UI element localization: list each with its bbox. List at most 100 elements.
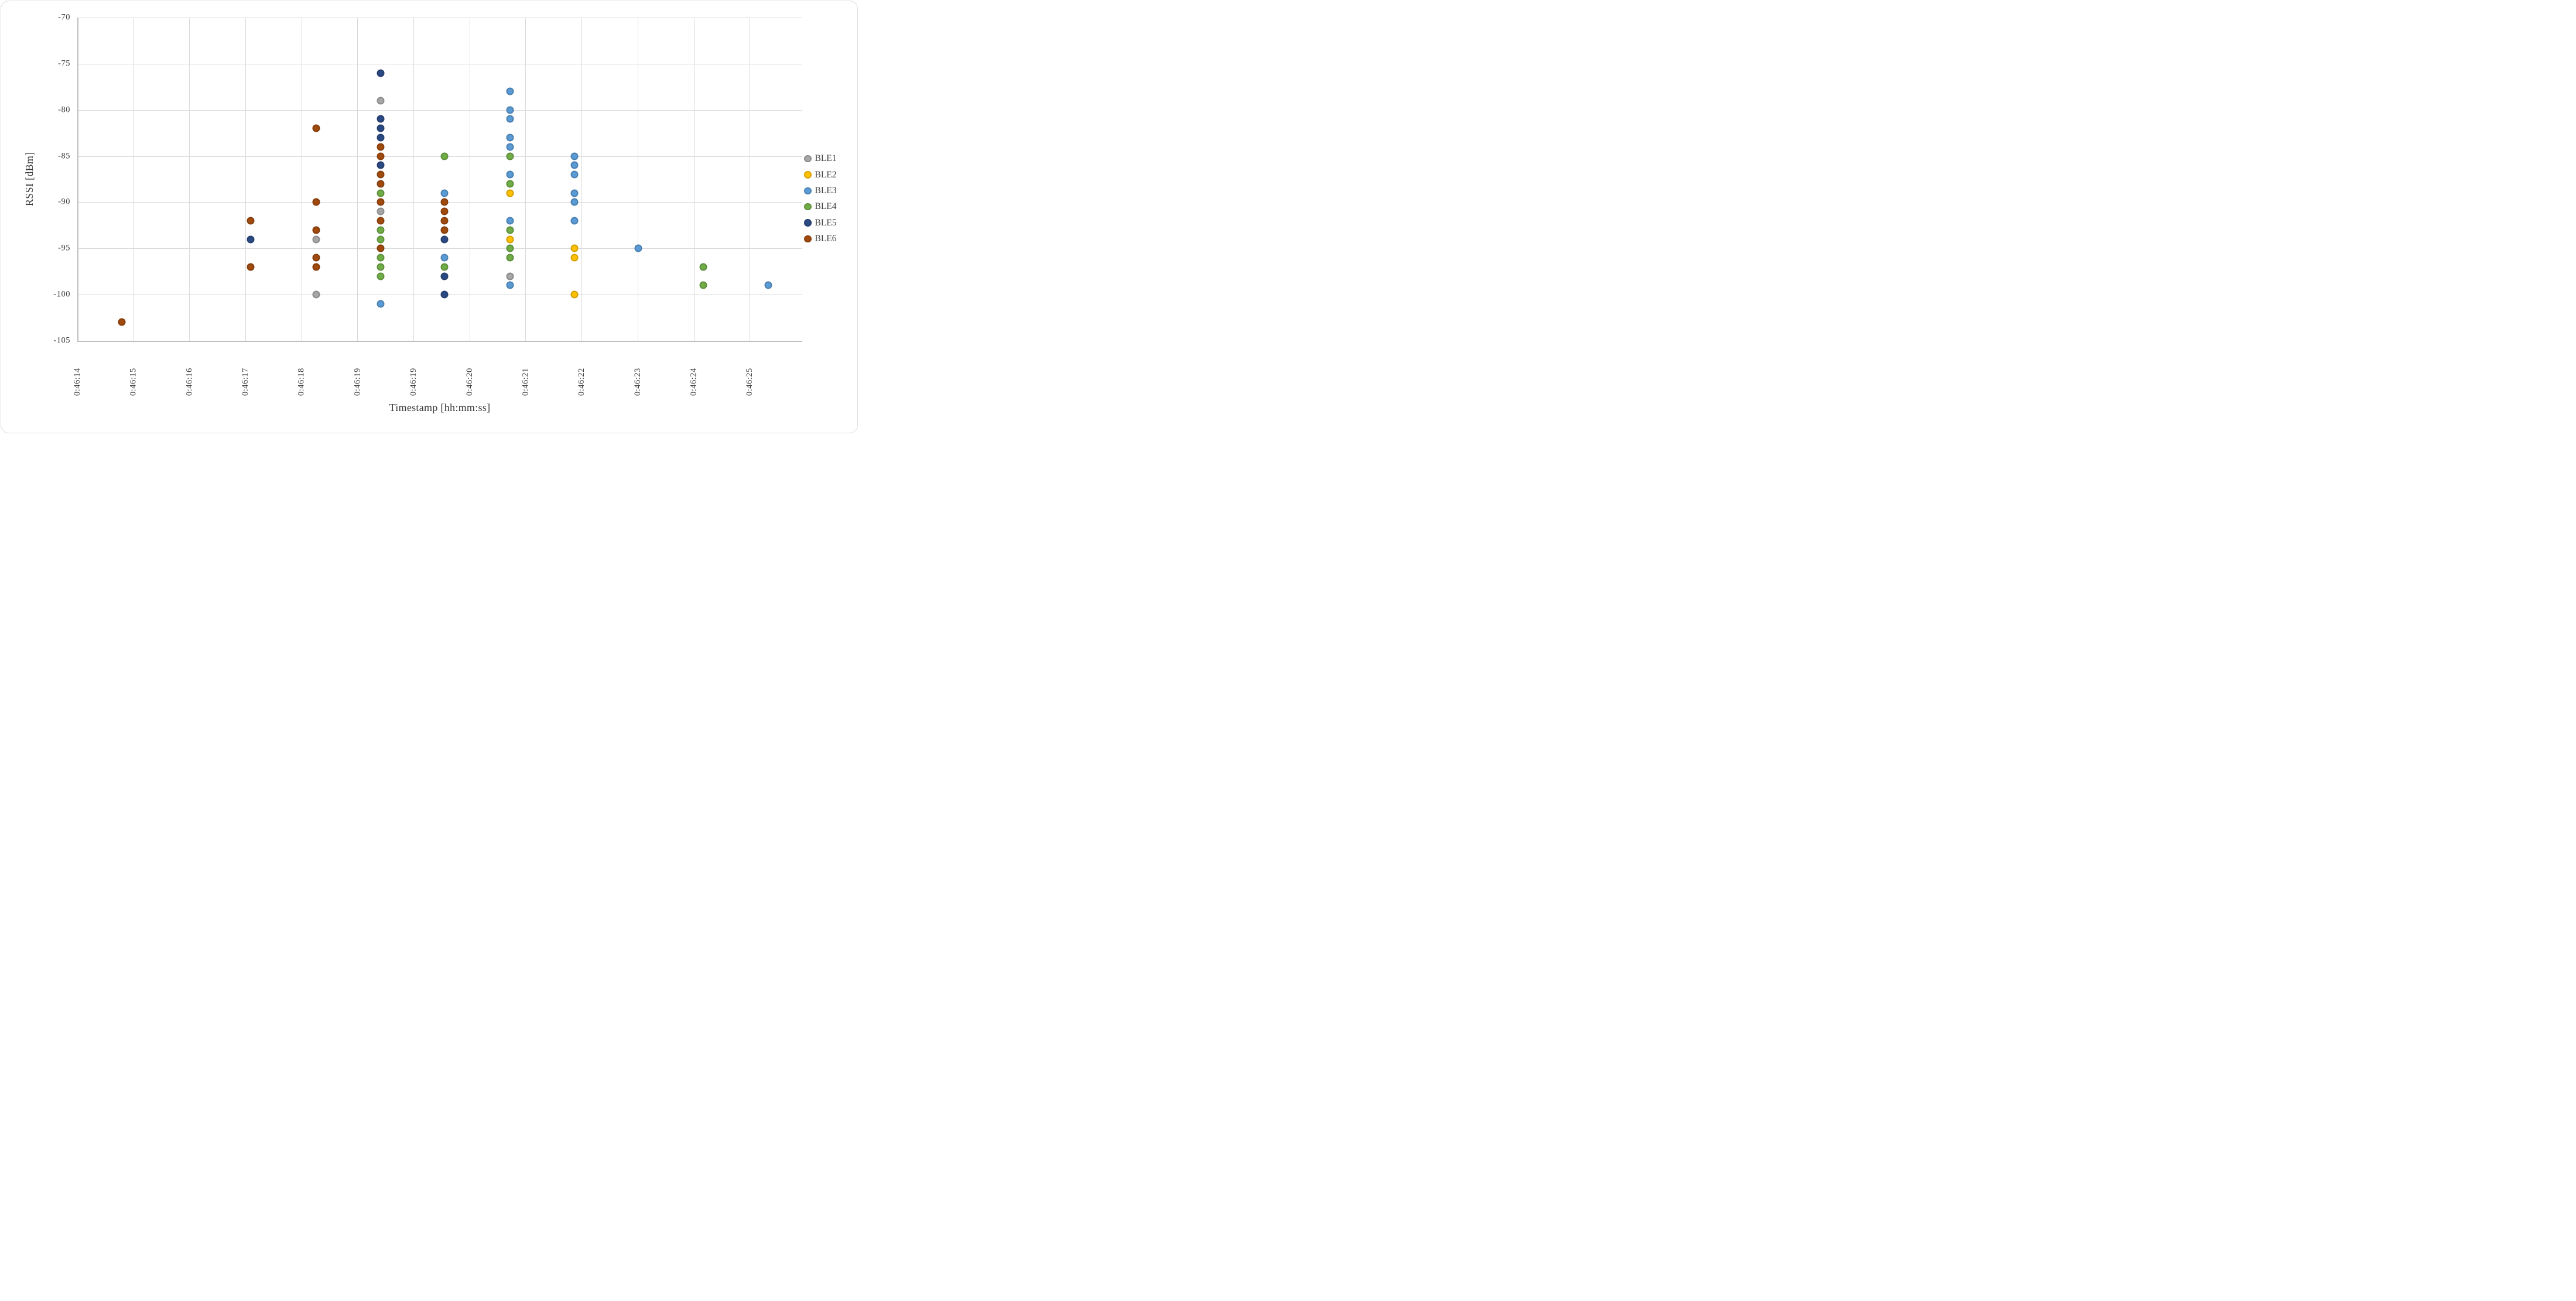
x-tick-label: 0:46:20 [464,368,474,396]
data-point-ble6 [377,198,385,206]
data-point-ble1 [377,207,385,215]
data-point-ble3 [570,152,579,160]
x-tick-label: 0:46:18 [296,368,306,396]
legend-label: BLE6 [815,234,837,244]
x-tick-label: 0:46:19 [409,368,419,396]
x-tick-label: 0:46:17 [241,368,251,396]
gridline-vertical [77,18,78,341]
data-point-ble6 [377,170,385,179]
data-point-ble4 [506,152,514,160]
y-tick-label: -90 [58,197,70,207]
legend-marker-icon [804,235,812,243]
data-point-ble2 [570,290,579,299]
x-tick-label: 0:46:22 [577,368,587,396]
gridline-vertical [525,18,526,341]
data-point-ble4 [506,244,514,252]
data-point-ble4 [440,152,449,160]
data-point-ble1 [312,235,320,243]
data-point-ble6 [247,217,255,225]
y-tick-label: -75 [58,59,70,69]
data-point-ble5 [377,69,385,77]
data-point-ble6 [377,143,385,151]
data-point-ble3 [570,189,579,197]
data-point-ble1 [506,272,514,280]
data-point-ble6 [377,244,385,252]
y-tick-label: -105 [53,335,70,345]
x-axis-title: Timestamp [hh:mm:ss] [389,402,491,413]
plot-area: -70 -75 -80 -85 -90 -95 -100 -105 0:46:14 0:46:15… [1,1,857,433]
data-point-ble3 [570,198,579,206]
legend-item-ble4: BLE4 [804,201,837,212]
data-point-ble6 [312,254,320,262]
data-point-ble4 [377,189,385,197]
data-point-ble4 [377,235,385,243]
data-point-ble6 [377,152,385,160]
y-tick-label: -80 [58,105,70,115]
data-point-ble3 [570,170,579,179]
data-point-ble6 [440,198,449,206]
y-tick-label: -85 [58,151,70,161]
data-point-ble6 [312,263,320,271]
x-tick-label: 0:46:15 [128,368,138,396]
data-point-ble6 [247,263,255,271]
data-point-ble3 [506,281,514,289]
data-point-ble6 [377,180,385,188]
legend-marker-icon [804,219,812,227]
legend-label: BLE4 [815,201,837,212]
gridline-vertical [581,18,583,341]
legend-marker-icon [804,187,812,195]
data-point-ble3 [570,161,579,169]
data-point-ble4 [699,263,707,271]
data-point-ble5 [440,235,449,243]
data-point-ble5 [377,124,385,132]
gridline-vertical [189,18,190,341]
rssi-scatter-chart: -70 -75 -80 -85 -90 -95 -100 -105 0:46:14 0:46:15… [1,1,858,433]
data-point-ble3 [506,133,514,142]
x-tick-label: 0:46:21 [521,368,531,396]
legend-marker-icon [804,171,812,179]
gridline-horizontal [77,156,802,157]
data-point-ble6 [118,318,126,326]
x-tick-label: 0:46:19 [353,368,362,396]
y-axis-title: RSSI [dBm] [23,152,35,206]
data-point-ble2 [570,254,579,262]
legend-label: BLE1 [815,153,837,164]
data-point-ble3 [506,170,514,179]
data-point-ble5 [377,115,385,123]
y-tick-label: -70 [58,12,70,22]
data-point-ble3 [764,281,772,289]
data-point-ble6 [440,207,449,215]
data-point-ble3 [506,106,514,114]
data-point-ble6 [312,198,320,206]
data-point-ble5 [440,272,449,280]
data-point-ble6 [377,217,385,225]
data-point-ble4 [699,281,707,289]
data-point-ble6 [440,226,449,234]
data-point-ble4 [377,226,385,234]
data-point-ble4 [506,226,514,234]
data-point-ble1 [312,290,320,299]
data-point-ble1 [377,97,385,105]
x-tick-label: 0:46:14 [73,368,82,396]
data-point-ble4 [377,263,385,271]
data-point-ble3 [506,87,514,95]
data-point-ble3 [377,300,385,308]
gridline-vertical [413,18,415,341]
data-point-ble4 [377,254,385,262]
data-point-ble3 [440,254,449,262]
legend-label: BLE3 [815,186,837,196]
gridline-vertical [245,18,247,341]
data-point-ble5 [377,133,385,142]
data-point-ble3 [440,189,449,197]
legend-item-ble5: BLE5 [804,217,837,228]
legend-item-ble1: BLE1 [804,153,837,164]
data-point-ble4 [377,272,385,280]
data-point-ble6 [440,217,449,225]
legend-marker-icon [804,155,812,163]
x-tick-label: 0:46:23 [632,368,642,396]
x-tick-label: 0:46:25 [745,368,755,396]
data-point-ble3 [570,217,579,225]
gridline-vertical [357,18,358,341]
legend-label: BLE5 [815,217,837,228]
legend-item-ble2: BLE2 [804,170,837,179]
